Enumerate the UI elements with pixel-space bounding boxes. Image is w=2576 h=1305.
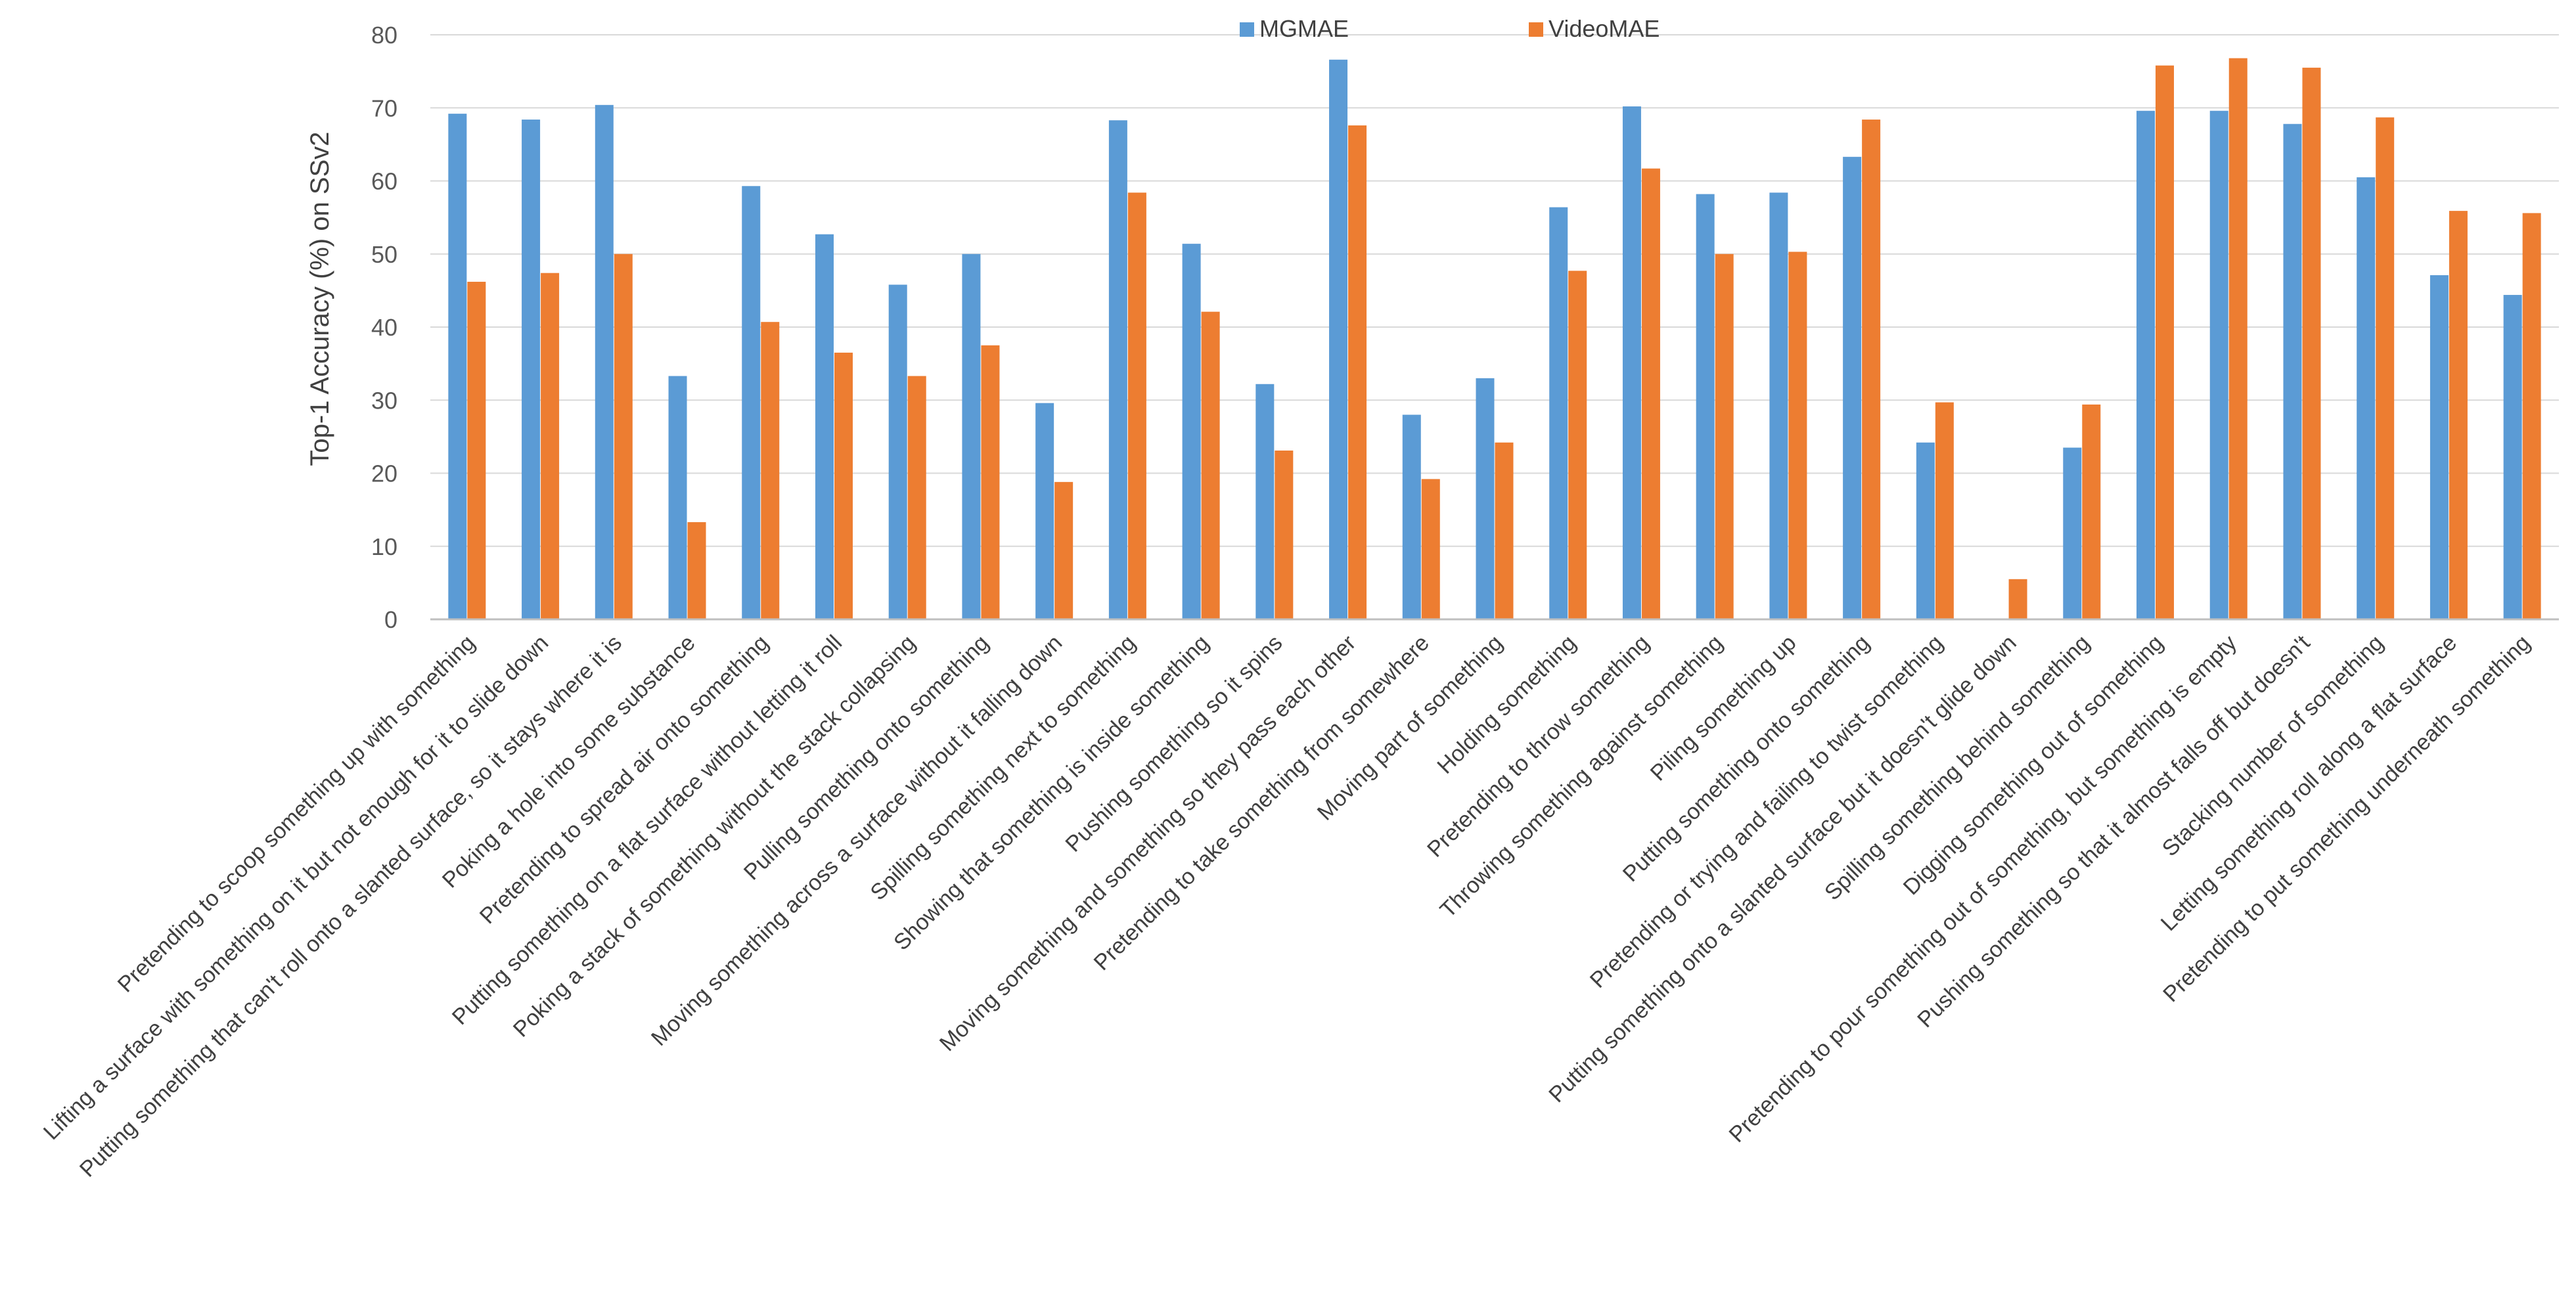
bar-videomae-10 xyxy=(1127,192,1146,619)
bar-videomae-15 xyxy=(1495,442,1514,619)
bars xyxy=(448,58,2541,620)
bar-mgmae-21 xyxy=(1916,442,1935,619)
bar-videomae-9 xyxy=(1054,481,1073,619)
x-tick-label: Holding something xyxy=(1432,630,1581,779)
x-tick-label: Putting something onto a slanted surface… xyxy=(1544,630,2021,1107)
x-tick-label: Digging something out of something xyxy=(1899,630,2168,900)
bar-mgmae-13 xyxy=(1329,59,1348,619)
bar-mgmae-25 xyxy=(2209,110,2228,619)
y-tick-label: 10 xyxy=(371,533,397,560)
x-tick-label: Spilling something next to something xyxy=(866,630,1141,905)
x-tick-label: Piling something up xyxy=(1646,630,1801,786)
bar-videomae-14 xyxy=(1421,479,1440,619)
bar-mgmae-24 xyxy=(2136,110,2156,619)
bar-videomae-4 xyxy=(687,522,706,619)
bar-mgmae-8 xyxy=(962,254,981,619)
gridlines xyxy=(430,34,2559,547)
y-tick-label: 0 xyxy=(384,606,397,633)
bar-mgmae-3 xyxy=(595,104,614,620)
bar-videomae-28 xyxy=(2449,211,2468,619)
bar-videomae-13 xyxy=(1348,125,1367,619)
legend-label-mgmae: MGMAE xyxy=(1259,15,1349,42)
bar-mgmae-28 xyxy=(2429,275,2449,619)
y-tick-label: 70 xyxy=(371,95,397,122)
y-tick-label: 40 xyxy=(371,314,397,341)
bar-videomae-8 xyxy=(981,345,1000,619)
bar-videomae-22 xyxy=(2008,579,2027,619)
bar-mgmae-5 xyxy=(742,186,761,620)
bar-videomae-5 xyxy=(761,322,780,619)
x-tick-label: Lifting a surface with something on it b… xyxy=(39,630,553,1145)
y-axis-title: Top-1 Accuracy (%) on SSv2 xyxy=(305,131,334,466)
bar-videomae-2 xyxy=(541,273,560,619)
bar-videomae-26 xyxy=(2302,68,2321,619)
bar-mgmae-9 xyxy=(1035,403,1054,619)
bar-mgmae-29 xyxy=(2503,295,2522,619)
bar-videomae-29 xyxy=(2522,213,2541,619)
bar-videomae-17 xyxy=(1641,168,1660,619)
legend: MGMAE VideoMAE xyxy=(1240,15,1660,42)
legend-swatch-videomae xyxy=(1529,22,1543,37)
bar-videomae-21 xyxy=(1935,402,1954,619)
bar-mgmae-10 xyxy=(1108,120,1127,620)
bar-mgmae-27 xyxy=(2357,177,2376,619)
bar-videomae-18 xyxy=(1715,254,1734,619)
y-tick-label: 50 xyxy=(371,241,397,268)
bar-videomae-3 xyxy=(614,254,633,619)
bar-mgmae-17 xyxy=(1622,106,1641,619)
bar-videomae-12 xyxy=(1275,451,1294,619)
bar-videomae-6 xyxy=(834,352,853,619)
legend-label-videomae: VideoMAE xyxy=(1548,15,1660,42)
x-tick-label: Putting something that can't roll onto a… xyxy=(75,630,627,1182)
bar-videomae-27 xyxy=(2376,117,2395,619)
bar-videomae-7 xyxy=(907,376,926,619)
y-tick-label: 30 xyxy=(371,387,397,414)
bar-mgmae-11 xyxy=(1182,244,1201,619)
bar-mgmae-16 xyxy=(1549,207,1568,619)
x-tick-label: Spilling something behind something xyxy=(1820,630,2094,905)
bar-videomae-23 xyxy=(2082,404,2101,619)
bar-videomae-1 xyxy=(467,282,486,619)
x-axis-labels: Pretending to scoop something up with so… xyxy=(39,630,2535,1182)
bar-videomae-24 xyxy=(2156,65,2175,620)
bar-videomae-25 xyxy=(2228,58,2248,620)
bar-mgmae-6 xyxy=(815,234,834,619)
bar-mgmae-7 xyxy=(888,284,907,619)
bar-mgmae-4 xyxy=(668,376,687,619)
bar-mgmae-1 xyxy=(448,114,467,619)
bar-videomae-16 xyxy=(1568,271,1587,619)
bar-mgmae-18 xyxy=(1696,194,1715,619)
bar-mgmae-2 xyxy=(522,120,541,620)
y-tick-label: 60 xyxy=(371,168,397,195)
y-tick-label: 80 xyxy=(371,22,397,49)
bar-videomae-11 xyxy=(1201,311,1220,619)
y-tick-label: 20 xyxy=(371,460,397,487)
bar-videomae-20 xyxy=(1862,120,1881,620)
bar-mgmae-20 xyxy=(1843,156,1862,620)
bar-mgmae-12 xyxy=(1255,384,1275,619)
legend-swatch-mgmae xyxy=(1240,22,1254,37)
y-axis-ticks: 0 10 20 30 40 50 60 70 80 xyxy=(371,22,397,633)
bar-mgmae-14 xyxy=(1402,414,1421,619)
x-tick-label: Pretending or trying and failing to twis… xyxy=(1585,630,1948,993)
bar-mgmae-19 xyxy=(1769,192,1788,619)
bar-mgmae-23 xyxy=(2063,447,2082,619)
x-tick-label: Pretending to take something from somewh… xyxy=(1089,630,1434,975)
bar-mgmae-15 xyxy=(1476,378,1495,619)
bar-videomae-19 xyxy=(1788,252,1807,620)
bar-mgmae-26 xyxy=(2283,123,2302,620)
